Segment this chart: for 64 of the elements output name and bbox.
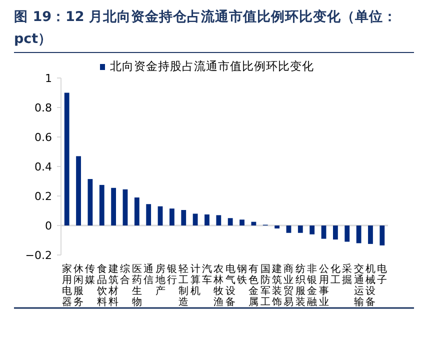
- bar: [169, 208, 174, 226]
- bar: [99, 184, 104, 226]
- chart-title: 图 19：12 月北向资金持仓占流通市值比例环比变化（单位：pct）: [14, 6, 414, 53]
- y-tick-label: 1: [45, 72, 52, 85]
- x-tick-label: 农林牧渔: [212, 264, 224, 308]
- bar: [321, 226, 326, 239]
- x-tick-label: 商业贸易: [284, 263, 294, 308]
- y-tick-label: 0.2: [34, 190, 52, 203]
- x-tick-label: 国防军工: [260, 264, 270, 308]
- bar: [192, 214, 198, 226]
- bar: [251, 222, 256, 226]
- x-tick-label: 电子: [377, 263, 388, 286]
- x-tick-label: 银行: [166, 264, 177, 286]
- bar: [332, 226, 338, 240]
- x-tick-label: 电气设备: [225, 263, 236, 308]
- bar: [64, 92, 70, 226]
- x-tick-label: 通信: [144, 263, 154, 286]
- x-tick-label: 纺织服装: [295, 263, 306, 308]
- bar: [298, 226, 303, 233]
- bar: [158, 206, 163, 226]
- bar: [310, 226, 315, 234]
- bar: [204, 214, 210, 226]
- bar: [146, 204, 152, 226]
- x-tick-label: 非银金融: [306, 263, 318, 308]
- y-tick-label: −0.2: [25, 249, 52, 262]
- legend: 北向资金持股占流通市值比例环比变化: [100, 59, 314, 73]
- x-tick-label: 轻工制造: [178, 263, 189, 308]
- bar: [181, 210, 186, 226]
- x-tick-label: 医药生物: [132, 264, 142, 308]
- x-tick-label: 休闲服务: [74, 264, 84, 308]
- x-tick-label: 家用电器: [62, 263, 72, 308]
- x-tick-label: 计算机: [190, 263, 200, 297]
- y-tick-label: 0: [45, 220, 52, 232]
- y-tick-label: 0.6: [34, 131, 52, 144]
- bar: [356, 226, 362, 244]
- x-tick-label: 建筑装饰: [271, 263, 282, 308]
- x-tick-label: 传媒: [85, 264, 96, 286]
- bar: [228, 218, 233, 226]
- x-tick-label: 房地产: [154, 263, 166, 297]
- x-tick-label: 采掘: [342, 263, 352, 286]
- x-tick-label: 交通运输: [354, 263, 364, 308]
- bar: [368, 226, 373, 244]
- x-tick-label: 机械设备: [365, 263, 376, 308]
- bar: [134, 197, 140, 226]
- bar: [76, 156, 81, 226]
- bar: [111, 188, 116, 226]
- bar: [380, 226, 385, 246]
- x-tick-label: 有色金属: [248, 263, 259, 308]
- bar: [240, 220, 244, 226]
- x-tick-label: 建筑材料: [108, 263, 119, 308]
- y-tick-label: 0.4: [34, 160, 52, 174]
- x-tick-label: 综合: [120, 263, 130, 286]
- x-tick-label: 食品饮料: [96, 263, 107, 308]
- x-tick-label: 公用事业: [318, 263, 329, 308]
- x-tick-label: 钢铁: [236, 264, 248, 286]
- bar: [286, 226, 292, 233]
- x-tick-label: 汽车: [202, 263, 212, 286]
- bar: [274, 226, 280, 228]
- x-tick-label: 化工: [330, 263, 340, 286]
- bar: [344, 226, 350, 242]
- bar: [122, 189, 128, 226]
- bar: [88, 179, 93, 226]
- bar: [216, 215, 222, 226]
- y-tick-label: 0.8: [34, 102, 52, 114]
